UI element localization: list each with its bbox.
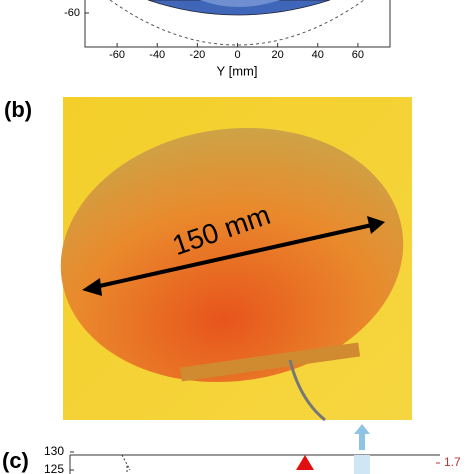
x-tick-label: -40: [149, 49, 165, 61]
arrow-head: [82, 278, 102, 296]
arrow-head: [367, 216, 385, 234]
x-tick-label: -60: [109, 49, 125, 61]
x-axis-label: Y [mm]: [217, 63, 258, 78]
panel-label: (b): [4, 97, 32, 122]
panel-a: Y [mm] -60 -40 -20 0 20 40 60 -60: [64, 0, 391, 78]
panel-c-ticks: 130 125 1.7: [44, 444, 461, 474]
highlight: [354, 455, 370, 474]
panel-label: (c): [2, 448, 29, 473]
arrow-marker: [354, 424, 370, 450]
wafer-flat: [179, 342, 361, 382]
x-tick-label: 60: [352, 49, 364, 61]
x-tick-label: 0: [234, 49, 240, 61]
map-shape: [200, 0, 280, 7]
y-tick-label: 130: [44, 444, 64, 458]
map-shape: [147, 0, 331, 16]
wafer-outline: [109, 0, 365, 46]
y-tick-label: 125: [44, 462, 64, 474]
y-tick-label: -60: [64, 7, 80, 19]
error-bar: [121, 454, 131, 474]
marker: [296, 455, 314, 470]
cable: [288, 359, 326, 422]
x-tick-label: 20: [272, 49, 284, 61]
x-tick-label: -20: [189, 49, 205, 61]
x-tick-label: 40: [312, 49, 324, 61]
dimension-arrow: [94, 223, 373, 289]
y2-tick-label: 1.7: [444, 455, 461, 469]
